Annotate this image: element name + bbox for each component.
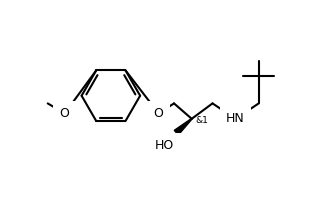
Text: &1: &1 [196,116,208,125]
Text: O: O [154,107,164,120]
Text: HO: HO [155,139,174,152]
Polygon shape [174,119,192,135]
Text: HN: HN [226,112,245,125]
Text: O: O [60,107,70,120]
